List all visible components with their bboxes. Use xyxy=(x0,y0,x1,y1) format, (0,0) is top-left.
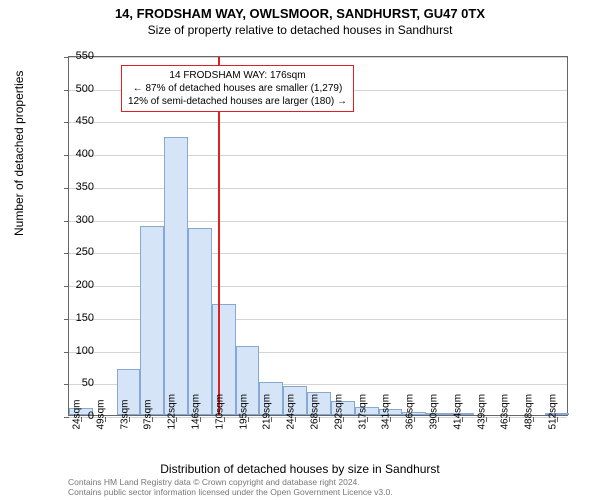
x-axis-label: Distribution of detached houses by size … xyxy=(0,462,600,476)
annotation-line3: 12% of semi-detached houses are larger (… xyxy=(128,95,347,108)
annotation-line1: 14 FRODSHAM WAY: 176sqm xyxy=(128,69,347,82)
grid-line xyxy=(69,122,567,123)
y-tick-label: 100 xyxy=(54,345,94,357)
y-tick-label: 50 xyxy=(54,377,94,389)
y-tick-label: 450 xyxy=(54,115,94,127)
grid-line xyxy=(69,57,567,58)
title-address: 14, FRODSHAM WAY, OWLSMOOR, SANDHURST, G… xyxy=(0,6,600,21)
footer-line2: Contains public sector information licen… xyxy=(68,488,393,498)
y-tick-label: 400 xyxy=(54,148,94,160)
histogram-bar xyxy=(140,226,164,415)
plot-area: 14 FRODSHAM WAY: 176sqm← 87% of detached… xyxy=(68,56,568,416)
histogram-chart: 14 FRODSHAM WAY: 176sqm← 87% of detached… xyxy=(68,56,568,416)
y-tick-label: 250 xyxy=(54,246,94,258)
histogram-bar xyxy=(188,228,212,415)
y-tick-label: 300 xyxy=(54,214,94,226)
title-subtitle: Size of property relative to detached ho… xyxy=(0,23,600,37)
grid-line xyxy=(69,155,567,156)
footer-attribution: Contains HM Land Registry data © Crown c… xyxy=(68,478,393,498)
y-tick-label: 350 xyxy=(54,181,94,193)
y-axis-label: Number of detached properties xyxy=(12,71,26,236)
y-tick-label: 550 xyxy=(54,50,94,62)
y-tick-label: 200 xyxy=(54,279,94,291)
grid-line xyxy=(69,188,567,189)
grid-line xyxy=(69,221,567,222)
y-tick-label: 500 xyxy=(54,83,94,95)
annotation-line2: ← 87% of detached houses are smaller (1,… xyxy=(128,82,347,95)
histogram-bar xyxy=(164,137,188,415)
annotation-box: 14 FRODSHAM WAY: 176sqm← 87% of detached… xyxy=(121,65,354,112)
y-tick-label: 150 xyxy=(54,312,94,324)
